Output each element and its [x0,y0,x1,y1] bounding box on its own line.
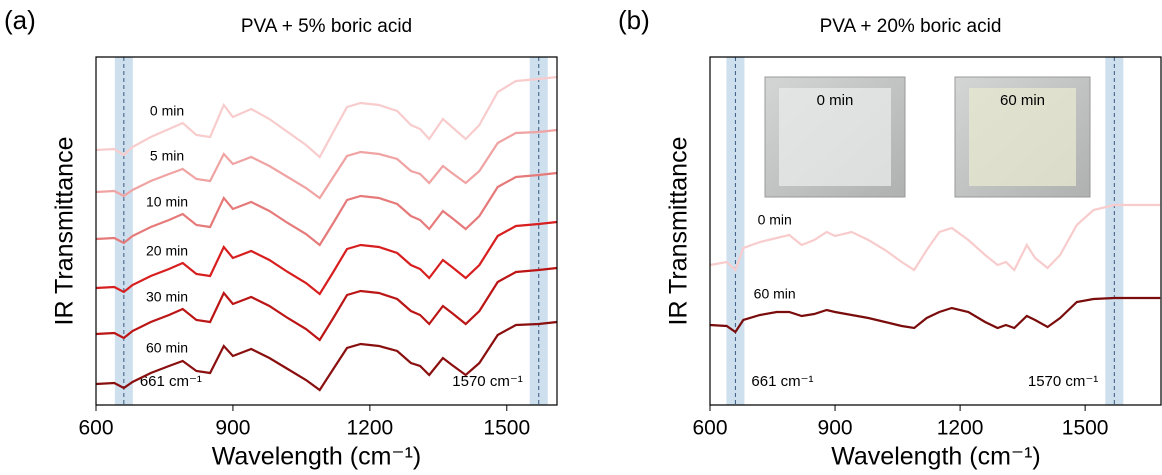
x-tick-label: 1500 [1062,417,1109,440]
series-label: 10 min [146,194,188,210]
marker-label: 661 cm⁻¹ [751,373,813,390]
y-axis-label: IR Transmittance [51,137,79,326]
panel-label: (a) [4,5,36,35]
panel-label: (b) [618,5,650,35]
spectrum-line [95,266,558,342]
inset-sample [779,88,891,186]
panel-title: PVA + 5% boric acid [241,16,412,37]
x-tick-label: 1500 [483,417,530,440]
spectrum-line [95,320,558,392]
inset-label: 60 min [1000,92,1045,109]
axes-frame [709,56,1162,406]
marker-label: 1570 cm⁻¹ [452,373,522,390]
inset-label: 0 min [817,92,854,109]
marker-band [529,57,548,405]
x-tick-label: 1200 [347,417,394,440]
spectrum-line [95,171,558,247]
y-axis-label: IR Transmittance [665,137,693,326]
series-label: 30 min [146,289,188,305]
series-label: 60 min [754,286,796,302]
x-axis-label: Wavelength (cm⁻¹) [831,443,1041,471]
spectrum-line [709,296,1161,334]
marker-label: 1570 cm⁻¹ [1028,373,1098,390]
axes-frame [95,56,558,406]
spectrum-line [95,128,558,200]
inset-sample [969,88,1076,186]
spectrum-line [95,220,558,296]
marker-band [1105,57,1124,405]
marker-label: 661 cm⁻¹ [140,373,202,390]
series-label: 60 min [146,340,188,356]
marker-band [114,57,133,405]
series-label: 20 min [146,243,188,259]
spectrum-line [709,203,1161,272]
x-tick-label: 900 [818,417,853,440]
x-axis-label: Wavelength (cm⁻¹) [212,443,422,471]
panel-title: PVA + 20% boric acid [820,16,1002,37]
spectrum-line [95,75,558,159]
x-tick-label: 900 [215,417,250,440]
x-tick-label: 1200 [937,417,984,440]
x-tick-label: 600 [692,417,727,440]
marker-band [726,57,745,405]
x-tick-label: 600 [78,417,113,440]
series-label: 0 min [758,212,792,228]
series-label: 5 min [150,148,184,164]
series-label: 0 min [150,103,184,119]
